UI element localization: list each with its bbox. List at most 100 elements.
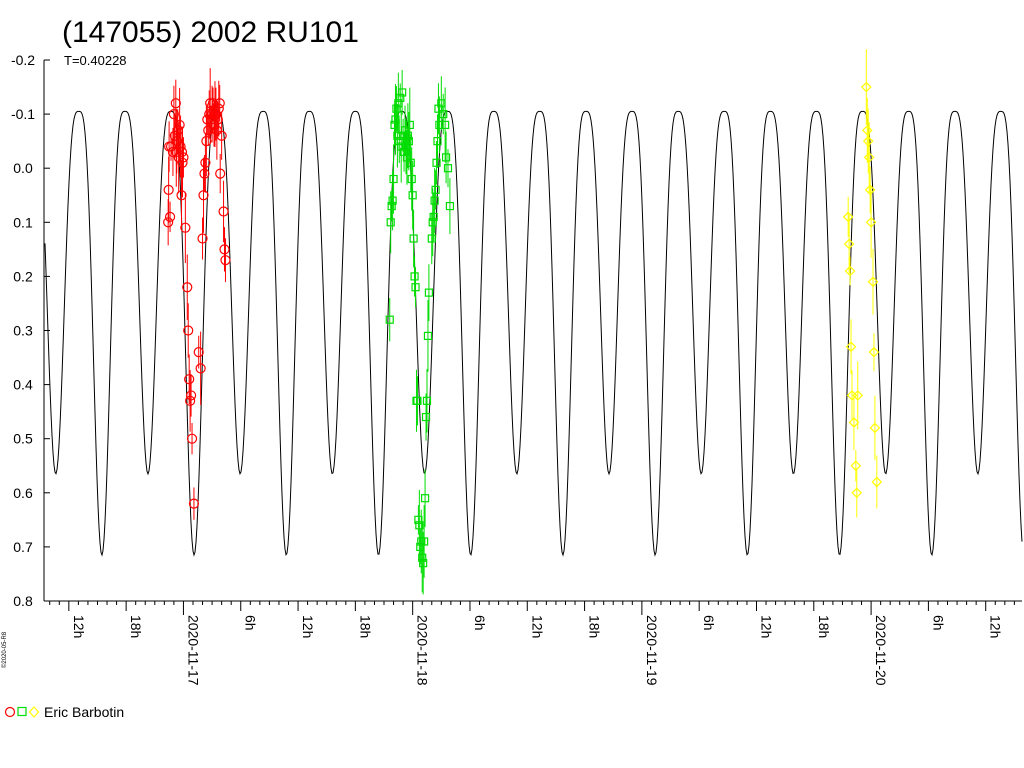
x-tick-label: 2020-11-19 [644,615,660,686]
data-point [421,412,431,422]
series-1 [385,70,455,595]
data-point [427,234,436,243]
data-point [429,212,438,221]
data-point [845,341,857,353]
data-point [199,168,210,179]
data-point [851,487,863,499]
data-point [411,283,420,292]
data-point [220,255,231,266]
data-point [404,137,413,146]
data-point [178,152,189,163]
data-point [430,196,439,205]
data-point [174,119,185,131]
legend: Eric Barbotin [4,702,124,722]
data-point [389,174,398,184]
data-point [445,201,455,211]
data-point [408,191,417,200]
data-point [842,211,854,223]
series-2 [842,49,883,518]
data-point [186,433,198,444]
data-point [164,211,176,222]
data-point [388,196,397,205]
data-point [168,108,179,120]
y-tick-label: 0.3 [13,323,33,339]
data-point [428,218,437,227]
data-point [862,135,874,147]
series-0 [163,68,231,520]
data-point [195,363,206,374]
x-tick-label: 2020-11-17 [185,615,201,686]
data-point [419,559,428,568]
y-tick-label: -0.1 [11,106,35,122]
y-tick-label: 0.0 [13,160,33,176]
data-point [443,164,453,173]
data-point [434,104,443,113]
y-tick-label: -0.2 [11,52,35,68]
legend-label: Eric Barbotin [44,704,125,720]
data-point [213,103,224,114]
data-point [860,81,872,93]
chart-title: (147055) 2002 RU101 [62,16,359,49]
data-point [420,494,430,503]
data-point [433,137,442,146]
x-tick-label: 12h [71,615,87,638]
x-tick-label: 6h [243,615,259,631]
y-tick-label: 0.8 [13,593,33,609]
data-point [441,153,451,162]
data-point [844,265,856,277]
data-point [413,396,422,405]
data-point [184,374,195,385]
data-point [414,515,423,524]
data-point [198,190,209,201]
y-tick-label: 0.2 [13,268,33,284]
y-tick-label: 0.5 [13,431,33,447]
x-tick-label: 12h [988,615,1004,638]
data-point [171,136,182,147]
data-points [163,49,883,595]
x-tick-label: 18h [357,615,373,638]
data-point [219,244,230,255]
y-tick-label: 0.7 [13,539,33,555]
data-point [867,276,879,288]
data-point [398,88,407,97]
data-point [216,130,227,141]
data-point [215,168,226,179]
data-point [852,390,864,401]
data-point [386,218,395,227]
data-point [210,108,222,120]
data-point [177,157,188,168]
data-point [418,553,427,562]
x-tick-label: 12h [529,615,545,638]
data-point [423,331,433,341]
data-point [864,184,876,196]
data-point [170,98,181,109]
data-point [403,131,412,140]
y-tick-label: 0.6 [13,485,33,501]
x-tick-label: 6h [472,615,488,631]
data-point [387,201,396,211]
chart-subtitle: T=0.40228 [64,53,127,68]
data-point [218,206,229,217]
data-point [871,476,883,488]
data-point [197,233,208,244]
data-point [175,141,186,152]
x-tick-label: 6h [930,615,946,631]
x-tick-label: 6h [701,615,717,631]
data-point [441,120,450,130]
data-point [385,315,394,324]
x-tick-label: 2020-11-18 [415,615,431,686]
model-curve [44,110,1023,557]
y-axis: -0.2 -0.1 0.0 0.1 0.2 0.3 0.4 0.5 0.6 0.7 0.8 [11,52,50,609]
data-point [863,152,875,163]
data-point [843,238,855,250]
data-point [185,395,196,406]
data-point [183,325,194,336]
x-axis: 12h 18h 2020-11-17 6h 12h 18h 2020-11-18 6h 12h 1… [44,600,1022,686]
data-point [176,190,187,201]
data-point [850,460,862,472]
data-point [869,422,881,434]
data-point [180,222,191,233]
data-point [201,136,212,147]
data-point [432,158,441,167]
